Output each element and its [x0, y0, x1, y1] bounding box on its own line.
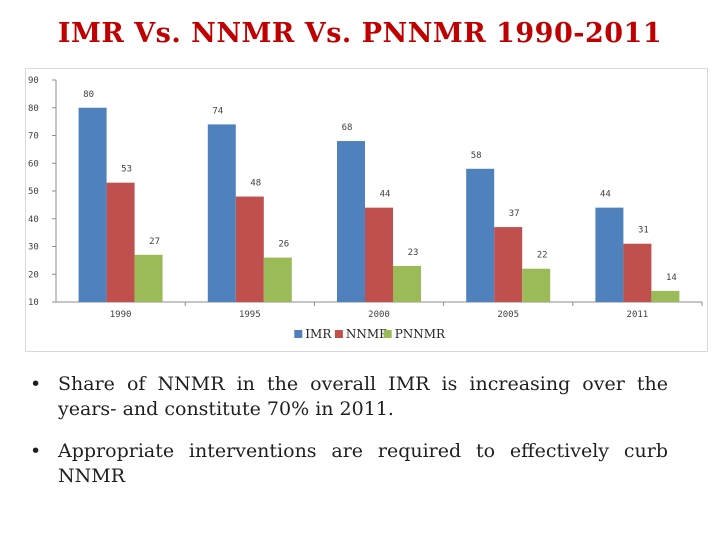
bar-pnnmr [393, 265, 421, 302]
data-label: 80 [83, 90, 94, 100]
data-label: 74 [212, 106, 223, 116]
data-label: 27 [149, 237, 160, 247]
bullet-dot-icon: • [30, 440, 42, 462]
y-tick-label: 80 [28, 104, 39, 114]
y-tick-label: 10 [28, 298, 39, 308]
bullet-text: Share of NNMR in the overall IMR is incr… [58, 373, 668, 420]
legend-label: NNMR [346, 327, 389, 341]
data-label: 68 [342, 123, 353, 133]
y-tick-label: 50 [28, 187, 39, 197]
data-label: 44 [380, 190, 391, 200]
x-tick-label: 2005 [497, 310, 519, 320]
legend-swatch [294, 330, 303, 338]
x-tick-label: 1995 [239, 310, 261, 320]
y-tick-label: 70 [28, 132, 39, 142]
bar-pnnmr [134, 254, 163, 302]
y-tick-label: 60 [28, 159, 39, 169]
bar-imr [78, 107, 107, 302]
data-label: 58 [471, 151, 482, 161]
y-tick-label: 40 [28, 215, 39, 225]
bar-nnmr [623, 243, 652, 302]
bar-nnmr [235, 196, 264, 302]
bar-pnnmr [522, 268, 551, 302]
x-tick-label: 1990 [110, 310, 132, 320]
legend-label: IMR [305, 327, 332, 341]
bar-imr [207, 124, 236, 303]
bullet-list: • Share of NNMR in the overall IMR is in… [28, 372, 668, 506]
bar-imr [466, 168, 495, 302]
data-label: 26 [278, 240, 289, 250]
data-label: 23 [408, 248, 419, 258]
y-tick-label: 20 [28, 270, 39, 280]
bar-imr [337, 141, 365, 302]
legend-label: PNNMR [395, 327, 446, 341]
x-tick-label: 2011 [627, 310, 649, 320]
data-label: 53 [121, 165, 132, 175]
data-label: 31 [638, 226, 649, 236]
y-tick-label: 90 [28, 76, 39, 86]
bar-nnmr [106, 182, 135, 302]
bullet-item: • Share of NNMR in the overall IMR is in… [28, 372, 668, 422]
bullet-dot-icon: • [30, 373, 42, 395]
bar-pnnmr [263, 257, 292, 302]
bar-nnmr [494, 227, 523, 302]
bar-imr [595, 207, 624, 302]
bar-nnmr [365, 207, 393, 302]
slide-title: IMR Vs. NNMR Vs. PNNMR 1990-2011 [57, 18, 663, 49]
data-label: 22 [537, 251, 548, 261]
y-tick-label: 30 [28, 243, 39, 253]
data-label: 14 [666, 273, 677, 283]
chart-frame: 10 20 30 40 50 60 70 80 90 80 53 27 1990 74 48 26 1995 68… [25, 68, 708, 352]
legend-swatch [334, 330, 343, 338]
data-label: 44 [600, 190, 611, 200]
bullet-text: Appropriate interventions are required t… [58, 440, 668, 487]
x-tick-label: 2000 [368, 310, 390, 320]
bar-pnnmr [651, 290, 680, 302]
bar-chart: 10 20 30 40 50 60 70 80 90 80 53 27 1990 74 48 26 1995 68… [28, 76, 703, 341]
data-label: 48 [250, 179, 261, 189]
legend-swatch [383, 330, 392, 338]
data-label: 37 [509, 209, 520, 219]
bullet-item: • Appropriate interventions are required… [28, 439, 668, 489]
